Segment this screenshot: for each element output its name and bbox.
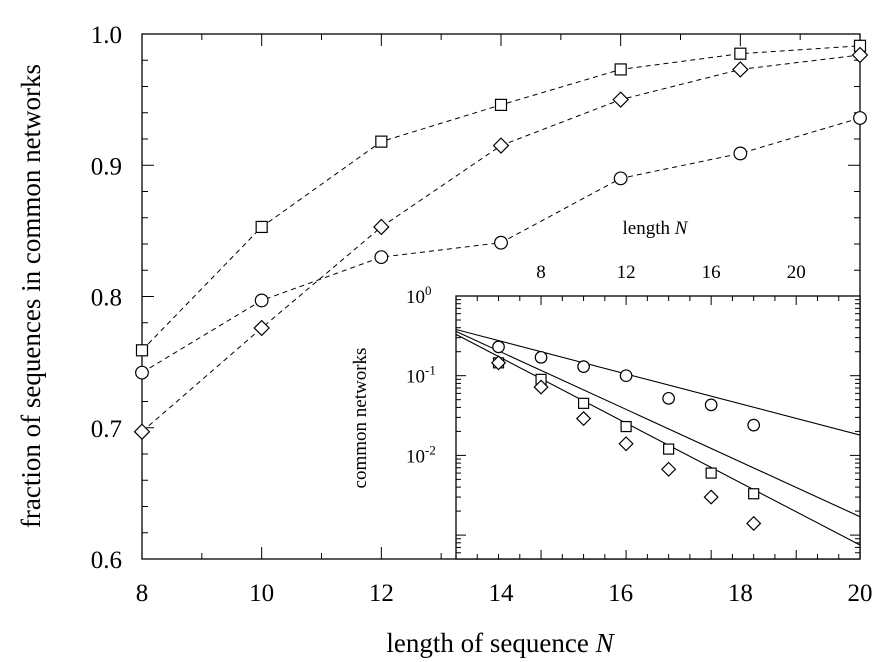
inset-square-data-point xyxy=(705,467,717,479)
circle-data-point xyxy=(733,146,748,161)
diamond-data-point xyxy=(851,46,869,64)
inset-x-tick-label: 8 xyxy=(536,262,546,283)
diamond-data-point xyxy=(492,137,510,154)
inset-circle-data-point xyxy=(577,360,590,373)
y-tick-label: 1.0 xyxy=(91,22,122,49)
y-tick-label: 0.9 xyxy=(91,153,122,180)
inset-series-markers xyxy=(490,340,762,532)
inset-x-tick-label: 20 xyxy=(787,262,806,283)
circle-fit-line xyxy=(456,328,860,436)
inset-diamond-data-point xyxy=(533,379,549,395)
square-data-point xyxy=(375,135,388,148)
circle-data-point xyxy=(853,111,867,125)
inset-diamond-data-point xyxy=(490,355,507,371)
inset-y-tick-label: 100 xyxy=(406,283,432,308)
x-tick-label: 18 xyxy=(728,580,753,607)
inset-circle-data-point xyxy=(662,391,675,405)
x-tick-label: 10 xyxy=(249,580,274,607)
x-tick-label: 16 xyxy=(608,580,633,607)
inset-circle-data-point xyxy=(747,418,761,432)
diamond-data-point xyxy=(133,423,151,440)
circle-data-point xyxy=(254,293,269,308)
square-data-point xyxy=(255,220,268,234)
diamond-data-point xyxy=(732,61,749,78)
inset-tick-labels: 8 12 16 20 100 10-1 10-2 xyxy=(406,262,806,467)
inset-diamond-data-point xyxy=(661,461,677,477)
diamond-fit-line xyxy=(456,333,860,546)
inset-circle-data-point xyxy=(534,350,548,364)
y-tick-label: 0.6 xyxy=(91,547,122,574)
inset-x-tick-label: 16 xyxy=(702,262,721,283)
inset-y-tick-label: 10-2 xyxy=(406,442,436,467)
inset-x-tick-label: 12 xyxy=(617,262,636,283)
y-tick-label: 0.8 xyxy=(91,285,122,312)
main-tick-labels: 8 10 12 14 16 18 20 0.6 0.7 0.8 0.9 1.0 xyxy=(91,22,873,607)
inset-diamond-data-point xyxy=(618,436,634,452)
circle-data-point xyxy=(494,235,508,250)
diamond-data-point xyxy=(612,91,629,108)
y-tick-label: 0.7 xyxy=(91,416,122,443)
x-tick-label: 20 xyxy=(848,580,873,607)
square-data-point xyxy=(614,63,627,76)
inset-square-data-point xyxy=(663,443,675,455)
diamond-data-point xyxy=(253,319,270,337)
inset-circle-data-point xyxy=(704,398,718,412)
square-data-point xyxy=(734,47,747,60)
circle-data-point xyxy=(374,250,389,265)
inset-square-data-point xyxy=(620,420,632,433)
inset-diamond-data-point xyxy=(703,489,719,505)
inset-plot-frame xyxy=(455,295,861,560)
circle-data-point xyxy=(613,171,628,186)
square-data-point xyxy=(494,98,508,111)
circle-data-point xyxy=(135,365,149,380)
inset-diamond-data-point xyxy=(746,515,762,532)
main-x-axis-label: length of sequence N xyxy=(386,628,615,658)
inset-circle-data-point xyxy=(492,340,505,354)
x-tick-label: 14 xyxy=(489,580,515,607)
inset-axis-ticks xyxy=(455,295,861,559)
inset-square-data-point xyxy=(748,488,760,500)
main-y-axis-label: fraction of sequences in common networks xyxy=(16,64,46,528)
square-fit-line xyxy=(456,330,860,518)
main-series-markers xyxy=(133,39,869,440)
inset-diamond-data-point xyxy=(575,410,592,427)
inset-y-tick-label: 10-1 xyxy=(406,363,436,388)
inset-circle-data-point xyxy=(619,369,633,383)
inset-square-data-point xyxy=(577,397,590,409)
diamond-data-point xyxy=(373,218,390,236)
x-tick-label: 12 xyxy=(369,580,394,607)
inset-y-axis-label: common networks xyxy=(350,348,371,489)
inset-x-axis-label: length N xyxy=(623,218,689,239)
square-data-point xyxy=(135,344,149,357)
inset-fit-lines xyxy=(456,328,860,546)
x-tick-label: 8 xyxy=(136,580,149,607)
